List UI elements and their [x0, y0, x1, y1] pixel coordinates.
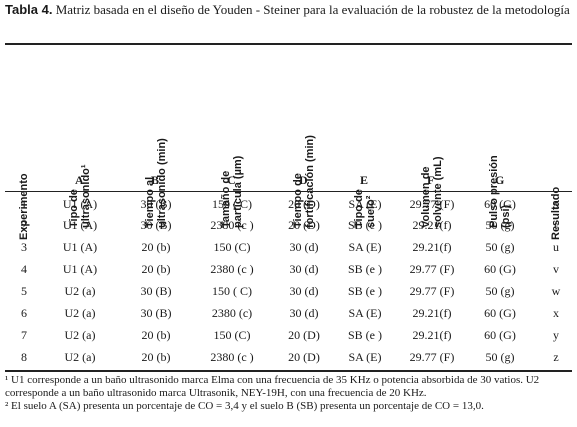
table-cell: U1 (A) — [62, 240, 98, 254]
table-cell: 30 (B) — [140, 218, 172, 232]
table-cell: SA (E) — [348, 350, 382, 364]
footnote-1: ¹ U1 corresponde a un baño ultrasonido m… — [5, 374, 540, 399]
table-cell: SA (E) — [348, 240, 382, 254]
table-cell: 60 (G) — [484, 328, 516, 342]
table-cell: 50 (g) — [485, 240, 515, 254]
table-cell: 2380 (c ) — [210, 218, 254, 232]
table-cell: 50 (g) — [485, 218, 515, 232]
table-cell: w — [551, 284, 561, 298]
table-cell: SB (e ) — [348, 218, 382, 232]
table-cell: 20 (D) — [288, 218, 320, 232]
table-cell: 8 — [21, 350, 27, 364]
column-header-6: Tipo de suelo² — [353, 52, 387, 228]
table-cell: U2 (a) — [64, 350, 96, 364]
bottom-rule — [5, 370, 572, 372]
factor-letter: D — [299, 173, 308, 187]
table-cell: 2380 (c) — [211, 306, 253, 320]
table-cell: 150 ( C) — [212, 284, 252, 298]
table-cell: 30 (d) — [289, 306, 319, 320]
table-cell: U2 (a) — [64, 306, 96, 320]
table-cell: 60 (G) — [484, 262, 516, 276]
table-cell: 3 — [21, 240, 27, 254]
table-cell: s — [553, 197, 559, 211]
table-cell: 20 (D) — [288, 328, 320, 342]
table-cell: SB (e ) — [348, 328, 382, 342]
table-cell: SB (e ) — [348, 284, 382, 298]
table-cell: 150 (C) — [213, 240, 251, 254]
factor-letter: F — [427, 173, 435, 187]
table-cell: U1 (A) — [62, 197, 98, 211]
factor-letter: C — [227, 173, 236, 187]
table-cell: 2380 (c ) — [210, 262, 254, 276]
table-cell: 29.21(f) — [412, 218, 452, 232]
table-cell: u — [553, 240, 559, 254]
table-cell: U1 (A) — [62, 218, 98, 232]
table-cell: 30 (B) — [140, 197, 172, 211]
table-cell: x — [553, 306, 559, 320]
table-cell: 50 (g) — [485, 350, 515, 364]
column-header-7: Volumen de solvente (mL) — [420, 52, 454, 228]
table-cell: 2 — [21, 218, 27, 232]
column-header-1: Experimento — [18, 52, 52, 240]
table-cell: 30 (B) — [140, 306, 172, 320]
table-cell: 1 — [21, 197, 27, 211]
table-cell: 30 (B) — [140, 284, 172, 298]
table-cell: 20 (b) — [141, 350, 171, 364]
header-rule — [5, 191, 572, 192]
table-cell: 20 (b) — [141, 328, 171, 342]
table-cell: 30 (d) — [289, 240, 319, 254]
caption-label: Tabla 4. — [5, 2, 53, 17]
table-cell: 29.21(f) — [412, 306, 452, 320]
table-cell: 50 (g) — [485, 284, 515, 298]
table-cell: 4 — [21, 262, 27, 276]
factor-letter: E — [360, 173, 369, 187]
table-cell: U1 (A) — [62, 262, 98, 276]
table-cell: U2 (a) — [64, 284, 96, 298]
table-cell: v — [553, 262, 559, 276]
table-cell: SA (E) — [348, 197, 382, 211]
column-header-9: Resultado — [550, 52, 577, 240]
table-cell: 20 (D) — [288, 350, 320, 364]
table-cell: SB (e ) — [348, 262, 382, 276]
table-cell: 60 (G) — [484, 197, 516, 211]
table-cell: SA (E) — [348, 306, 382, 320]
table-caption: Tabla 4. Matriz basada en el diseño de Y… — [5, 2, 573, 18]
table-cell: 29.21(f) — [412, 240, 452, 254]
factor-letter: G — [495, 173, 505, 187]
column-header-8: Pulso presión(psi) — [488, 52, 522, 228]
caption-text: Matriz basada en el diseño de Youden - S… — [52, 2, 570, 17]
column-header-2: Tipo de ultrasonido¹ — [68, 52, 102, 228]
table-cell: 29.77 (F) — [409, 197, 455, 211]
table-cell: 20 (b) — [141, 240, 171, 254]
table-cell: y — [553, 328, 559, 342]
footnote-2: ² El suelo A (SA) presenta un porcentaje… — [5, 400, 484, 412]
table-cell: 150 ( C) — [212, 197, 252, 211]
table-cell: 29.21(f) — [412, 328, 452, 342]
table-cell: t — [554, 218, 558, 232]
table-cell: 20 (D) — [288, 197, 320, 211]
table-cell: 150 (C) — [213, 328, 251, 342]
table-cell: 29.77 (F) — [409, 284, 455, 298]
factor-letter: B — [151, 173, 160, 187]
column-header-4: Tamaño departícula (µm) — [220, 52, 254, 228]
table-cell: 6 — [21, 306, 27, 320]
table-cell: 20 (b) — [141, 262, 171, 276]
table-cell: U2 (a) — [64, 328, 96, 342]
table-cell: 29.77 (F) — [409, 350, 455, 364]
column-header-5: Tiempo de fortificación (min) — [292, 52, 326, 228]
table-cell: 60 (G) — [484, 306, 516, 320]
top-rule — [5, 43, 572, 45]
footnotes: ¹ U1 corresponde a un baño ultrasonido m… — [5, 374, 573, 413]
table-cell: 7 — [21, 328, 27, 342]
table-cell: 2380 (c ) — [210, 350, 254, 364]
table-cell: 5 — [21, 284, 27, 298]
factor-letter: A — [75, 173, 84, 187]
column-header-3: Tiempo al ultrasonido (min) — [144, 52, 178, 228]
table-cell: 29.77 (F) — [409, 262, 455, 276]
table-cell: z — [553, 350, 559, 364]
table-cell: 30 (d) — [289, 284, 319, 298]
table-cell: 30 (d) — [289, 262, 319, 276]
